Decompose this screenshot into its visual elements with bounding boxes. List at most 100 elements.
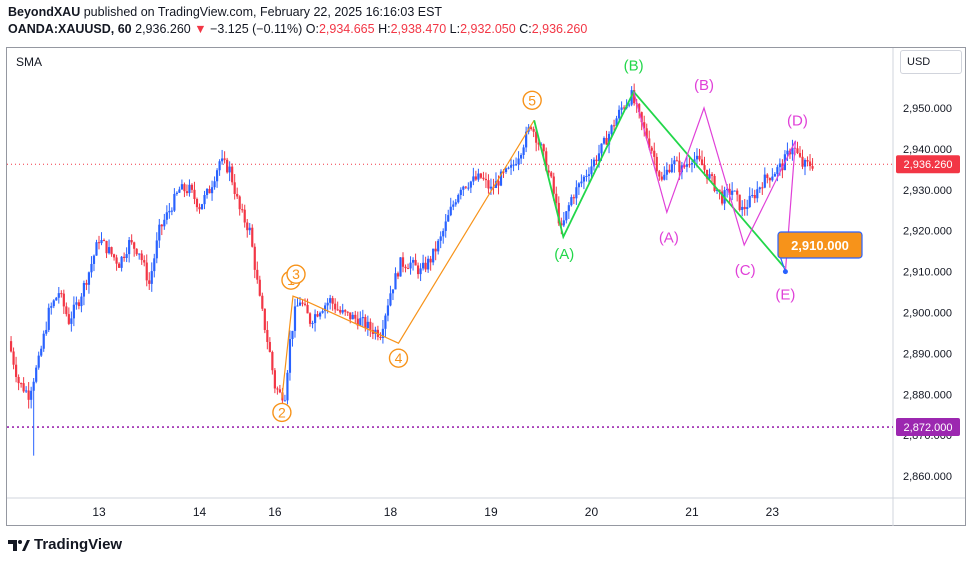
candle-body [278, 389, 281, 393]
candle-body [105, 240, 108, 254]
candle-body [125, 254, 128, 258]
wave-circle-marker[interactable] [272, 402, 292, 423]
candle-body [570, 197, 573, 206]
abcde-wave-label: (C) [735, 262, 756, 279]
abcde-wave-label: (D) [787, 113, 808, 130]
candle-body [467, 187, 470, 189]
price-level-tag[interactable] [896, 418, 960, 437]
candle-body [110, 247, 113, 255]
candle-body [261, 295, 264, 309]
price-level-tag[interactable] [896, 155, 960, 174]
indicator-label[interactable]: SMA [16, 55, 43, 69]
candle-body [366, 321, 369, 329]
target-callout[interactable] [777, 231, 863, 259]
candle-body [590, 166, 593, 175]
y-tick-label: 2,930.000 [903, 185, 952, 197]
candle-body [308, 313, 312, 324]
candle-body [35, 367, 38, 382]
abc-wave-line[interactable] [533, 90, 786, 269]
candle-body [748, 195, 751, 208]
candle-body [334, 303, 337, 310]
candle-body [623, 107, 626, 109]
candle-body [537, 142, 540, 145]
candle-body [324, 305, 327, 312]
candle-body [40, 348, 43, 356]
candle-body [766, 174, 769, 178]
candle-body [655, 156, 658, 172]
candle-body [283, 400, 287, 402]
wave-circle-marker[interactable] [286, 264, 306, 284]
candle-body [645, 128, 648, 139]
candle-body [303, 303, 307, 305]
candle-body [474, 176, 477, 180]
candle-body [168, 210, 171, 213]
candle-body [173, 194, 176, 211]
candle-body [203, 195, 206, 205]
candle-body [512, 164, 515, 166]
candle-body [504, 168, 508, 172]
candle-body [313, 314, 317, 324]
candle-body [210, 187, 214, 194]
candle-body [138, 253, 141, 255]
candle-body [87, 272, 91, 285]
y-tick-label: 2,890.000 [903, 348, 952, 360]
candle-body [170, 210, 173, 212]
candle-body [507, 167, 510, 169]
candle-body [640, 112, 643, 123]
candle-body [396, 273, 400, 277]
candle-body [700, 159, 704, 166]
candle-body [379, 336, 382, 338]
candle-body [163, 219, 166, 227]
candle-body [160, 224, 163, 227]
candle-body [306, 304, 309, 314]
candle-body [484, 178, 488, 181]
candle-body [670, 164, 673, 173]
close-label: C: [519, 22, 532, 36]
candle-body [158, 224, 161, 241]
candle-body [221, 158, 224, 162]
candle-body [238, 196, 241, 210]
candle-body [758, 187, 761, 190]
candle-body [82, 283, 86, 297]
candle-body [628, 104, 631, 106]
candle-body [62, 293, 65, 307]
x-tick-label: 18 [384, 505, 398, 519]
candle-body [668, 169, 671, 173]
candle-body [95, 242, 98, 256]
candle-body [580, 181, 583, 184]
candle-body [419, 268, 422, 275]
wave-circle-marker[interactable] [522, 90, 542, 110]
candle-body [462, 186, 465, 190]
candle-body [361, 317, 364, 319]
author-name[interactable]: BeyondXAU [8, 5, 81, 19]
abcde-wave-label: (E) [775, 287, 795, 304]
candle-body [592, 159, 596, 167]
wave-circle-marker[interactable] [388, 348, 409, 368]
candle-body [55, 297, 58, 301]
candle-body [311, 323, 314, 325]
candle-body [633, 90, 636, 104]
candle-body [22, 383, 25, 392]
candle-body [575, 187, 578, 199]
candle-body [112, 254, 116, 258]
candle-body [520, 154, 523, 159]
candle-body [517, 158, 520, 165]
currency-button[interactable]: USD [900, 50, 962, 74]
candle-body [341, 310, 344, 313]
y-tick-label: 2,860.000 [903, 471, 952, 483]
candle-body [258, 279, 261, 296]
abcde-wave-line[interactable] [633, 91, 797, 272]
candle-body [439, 236, 442, 241]
candle-body [291, 330, 294, 340]
candle-body [643, 122, 646, 129]
candle-body [708, 174, 711, 179]
candle-body [165, 212, 168, 220]
candle-body [92, 255, 96, 264]
candle-body [60, 293, 63, 295]
impulse-wave-line[interactable] [281, 119, 535, 399]
candle-body [100, 239, 103, 244]
candle-body [726, 188, 729, 191]
candle-body [241, 209, 244, 211]
candle-body [256, 269, 259, 280]
